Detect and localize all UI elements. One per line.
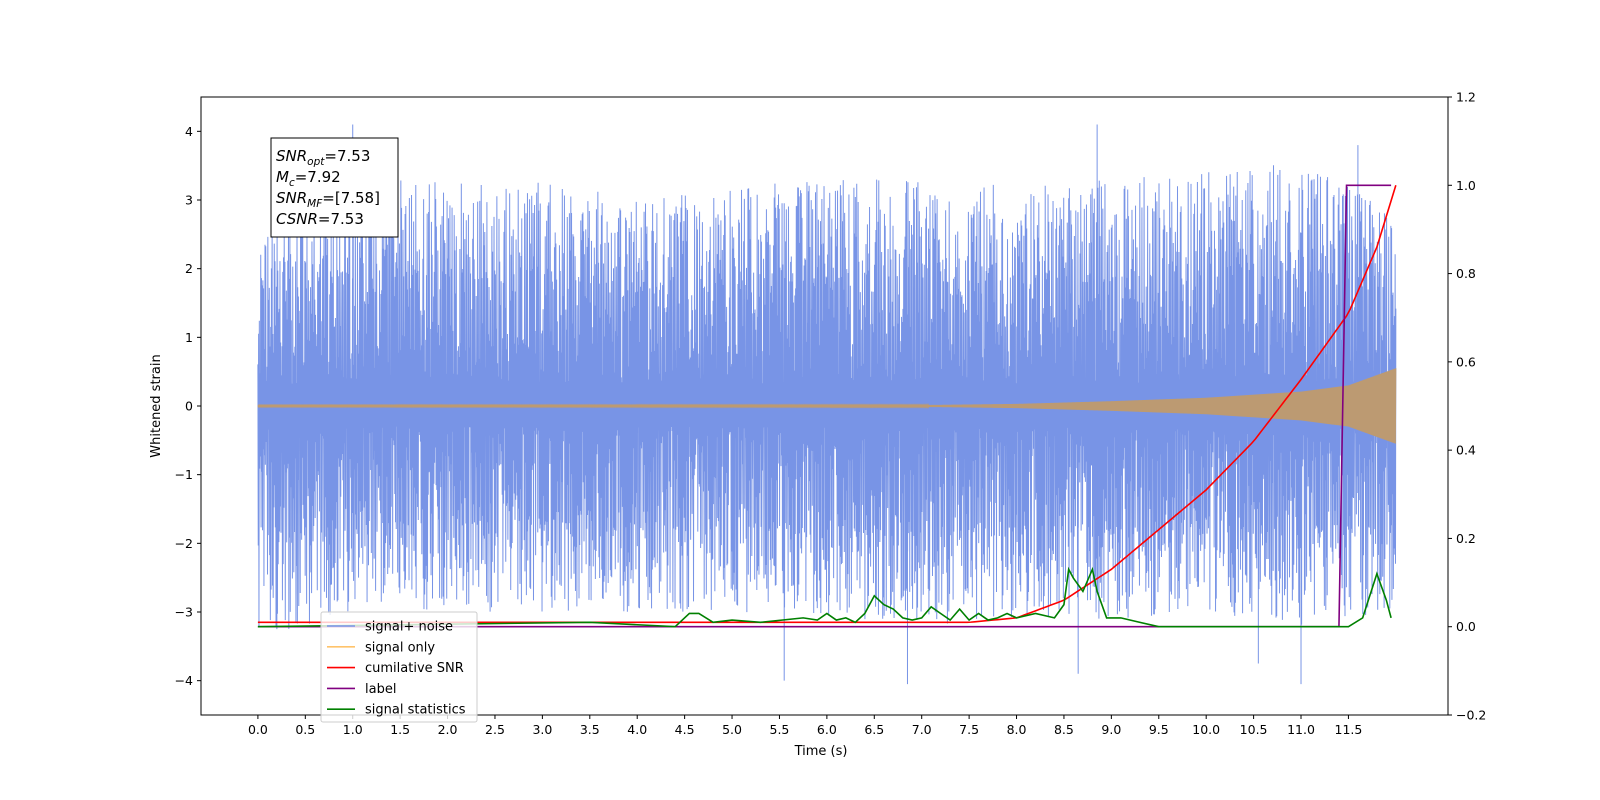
y-tick-label: −4 xyxy=(175,673,193,688)
x-tick-label: 9.0 xyxy=(1101,722,1121,737)
y-tick-label: 0 xyxy=(185,399,193,414)
x-tick-label: 7.0 xyxy=(912,722,932,737)
legend-label: signal+ noise xyxy=(365,620,453,635)
x-tick-label: 0.0 xyxy=(248,722,268,737)
x-tick-label: 11.5 xyxy=(1335,722,1363,737)
x-tick-label: 6.0 xyxy=(817,722,837,737)
x-tick-label: 8.0 xyxy=(1007,722,1027,737)
legend-label: signal only xyxy=(365,640,435,655)
x-tick-label: 2.0 xyxy=(438,722,458,737)
y-right-tick-label: 0.2 xyxy=(1456,531,1476,546)
y-right-tick-label: 1.0 xyxy=(1456,178,1476,193)
annotation-line: SNRMF=[7.58] xyxy=(276,189,380,210)
y-axis-right: −0.2 0.0 0.2 0.4 0.6 0.8 1.0 1.2 xyxy=(1448,90,1486,723)
y-axis-left: −4 −3 −2 −1 0 1 2 3 4 xyxy=(175,124,201,688)
x-tick-label: 1.5 xyxy=(390,722,410,737)
y-tick-label: −1 xyxy=(175,467,193,482)
annotation-line: SNRopt=7.53 xyxy=(276,147,370,168)
legend-label: cumilative SNR xyxy=(365,661,464,676)
x-tick-label: 5.5 xyxy=(770,722,790,737)
x-tick-label: 10.5 xyxy=(1240,722,1268,737)
series-label xyxy=(257,184,1392,628)
series-signal-statistics xyxy=(257,566,1392,628)
x-tick-label: 3.5 xyxy=(580,722,600,737)
y-right-tick-label: 0.0 xyxy=(1456,619,1476,634)
series-layer xyxy=(257,124,1397,685)
x-tick-label: 9.5 xyxy=(1149,722,1169,737)
y-tick-label: 1 xyxy=(185,330,193,345)
y-right-tick-label: −0.2 xyxy=(1456,708,1486,723)
annotation-line: CSNR=7.53 xyxy=(276,210,364,228)
series-signal-plus-noise xyxy=(257,124,1397,685)
legend: signal+ noise signal only cumilative SNR la… xyxy=(320,611,478,723)
x-tick-label: 7.5 xyxy=(959,722,979,737)
x-axis-label: Time (s) xyxy=(794,744,848,759)
y-right-tick-label: 1.2 xyxy=(1456,90,1476,105)
x-tick-label: 3.0 xyxy=(532,722,552,737)
y-axis-label: Whitened strain xyxy=(149,354,164,457)
x-tick-label: 5.0 xyxy=(722,722,742,737)
y-tick-label: −3 xyxy=(175,605,193,620)
annotation-line: Mc=7.92 xyxy=(276,168,341,189)
x-tick-label: 6.5 xyxy=(864,722,884,737)
x-tick-label: 11.0 xyxy=(1287,722,1315,737)
x-tick-label: 1.0 xyxy=(343,722,363,737)
x-tick-label: 0.5 xyxy=(295,722,315,737)
annotation-frame xyxy=(270,137,399,238)
x-tick-label: 10.0 xyxy=(1192,722,1220,737)
legend-label: label xyxy=(365,682,396,697)
y-right-tick-label: 0.4 xyxy=(1456,443,1476,458)
plot-area xyxy=(257,124,1397,685)
x-axis: 0.0 0.5 1.0 1.5 2.0 2.5 3.0 3.5 4.0 4.5 5.0 5.5 6.0 6… xyxy=(248,715,1362,737)
x-tick-label: 4.5 xyxy=(675,722,695,737)
y-tick-label: −2 xyxy=(175,536,193,551)
y-right-tick-label: 0.8 xyxy=(1456,266,1476,281)
x-tick-label: 4.0 xyxy=(627,722,647,737)
legend-frame xyxy=(320,611,478,723)
y-right-tick-label: 0.6 xyxy=(1456,354,1476,369)
y-tick-label: 3 xyxy=(185,193,193,208)
y-tick-label: 4 xyxy=(185,124,193,139)
y-tick-label: 2 xyxy=(185,261,193,276)
x-tick-label: 2.5 xyxy=(485,722,505,737)
legend-label: signal statistics xyxy=(365,703,466,718)
series-signal-only xyxy=(257,368,1397,444)
x-tick-label: 8.5 xyxy=(1054,722,1074,737)
